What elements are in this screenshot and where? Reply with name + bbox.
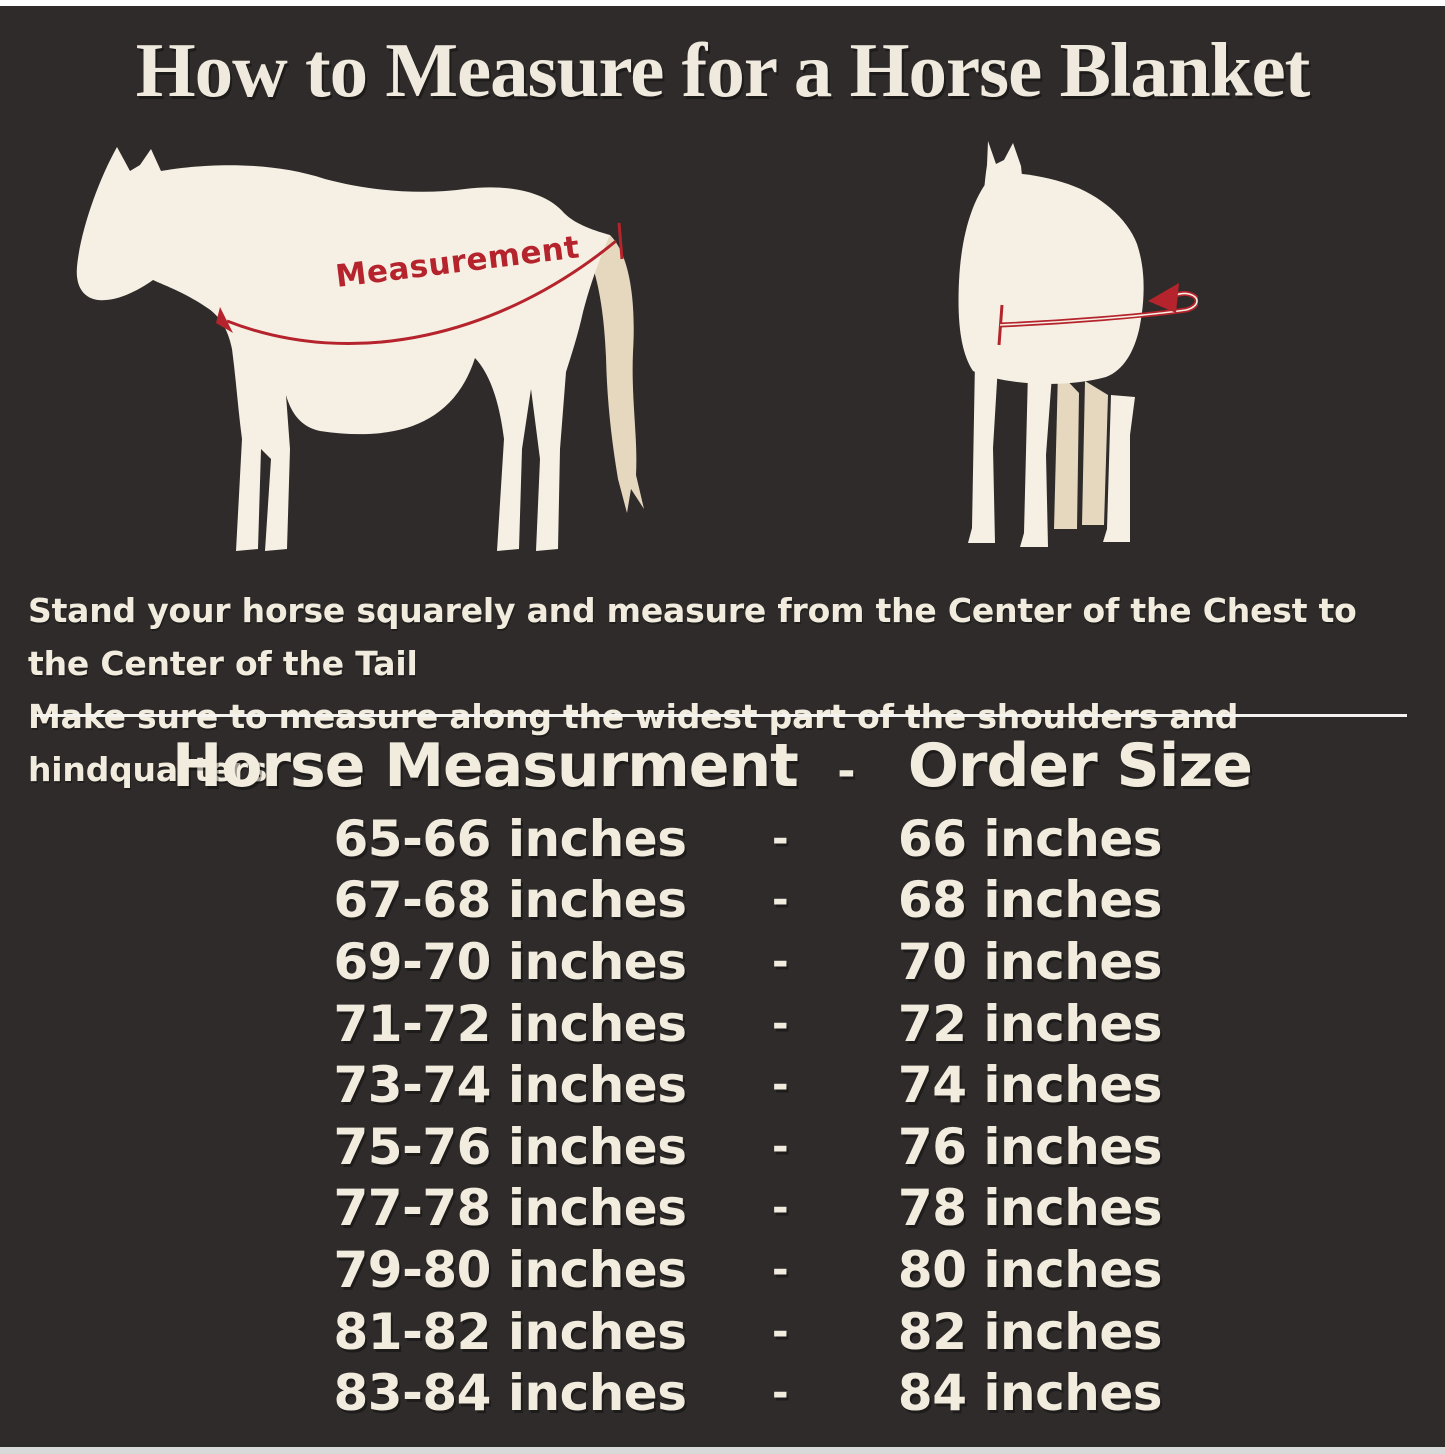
order-size-value: 80 inches <box>897 1240 1163 1299</box>
divider-line <box>35 714 1407 717</box>
order-size-value: 66 inches <box>897 809 1163 868</box>
separator-dash: - <box>771 1370 789 1417</box>
horse-measurement-value: 77-78 inches <box>333 1179 687 1238</box>
separator-dash: - <box>837 746 855 797</box>
front-measurement-line <box>997 283 1198 346</box>
horse-side-view-icon <box>76 147 644 551</box>
horse-measurement-value: 71-72 inches <box>333 994 687 1053</box>
separator-dash: - <box>771 1185 789 1232</box>
horse-measurement-value: 75-76 inches <box>333 1117 687 1176</box>
order-size-value: 74 inches <box>897 1056 1163 1115</box>
order-size-value: 68 inches <box>897 871 1163 930</box>
front-horse-leg <box>1103 395 1135 542</box>
order-size-value: 76 inches <box>897 1117 1163 1176</box>
separator-dash: - <box>771 1123 789 1170</box>
side-horse-body <box>76 147 610 551</box>
order-size-value: 70 inches <box>897 932 1163 991</box>
separator-dash: - <box>771 1308 789 1355</box>
header-order-size: Order Size <box>907 731 1253 801</box>
separator-dash: - <box>771 877 789 924</box>
size-table-row: 81-82 inches - 82 inches <box>280 1301 1240 1363</box>
top-border-strip <box>0 0 1445 6</box>
horse-measurement-value: 69-70 inches <box>333 932 687 991</box>
horse-measurement-value: 79-80 inches <box>333 1240 687 1299</box>
size-table-header: Horse Measurment - Order Size <box>0 731 1445 801</box>
order-size-value: 82 inches <box>897 1302 1163 1361</box>
separator-dash: - <box>771 1000 789 1047</box>
size-table-row: 73-74 inches - 74 inches <box>280 1054 1240 1116</box>
order-size-value: 84 inches <box>897 1364 1163 1423</box>
size-table-row: 79-80 inches - 80 inches <box>280 1239 1240 1301</box>
size-table-row: 67-68 inches - 68 inches <box>280 870 1240 932</box>
size-table-row: 71-72 inches - 72 inches <box>280 993 1240 1055</box>
front-horse-far-leg <box>1054 371 1079 529</box>
horse-measurement-value: 81-82 inches <box>333 1302 687 1361</box>
front-horse-leg <box>968 361 998 543</box>
order-size-value: 78 inches <box>897 1179 1163 1238</box>
front-horse-leg <box>1020 371 1052 547</box>
header-horse-measurement: Horse Measurment <box>172 731 799 801</box>
side-horse-tail <box>584 235 644 513</box>
instructions-line-1: Stand your horse squarely and measure fr… <box>28 591 1357 683</box>
horse-measurement-value: 83-84 inches <box>333 1364 687 1423</box>
page-title: How to Measure for a Horse Blanket <box>135 27 1311 113</box>
front-horse-head <box>982 141 1024 283</box>
size-table-row: 83-84 inches - 84 inches <box>280 1362 1240 1424</box>
size-table-row: 77-78 inches - 78 inches <box>280 1178 1240 1240</box>
size-table-body: 65-66 inches - 66 inches 67-68 inches - 68 in… <box>280 808 1240 1424</box>
side-horse-diagram: Measurement <box>70 137 670 577</box>
horse-measurement-value: 73-74 inches <box>333 1056 687 1115</box>
size-table-row: 69-70 inches - 70 inches <box>280 931 1240 993</box>
horse-measurement-value: 65-66 inches <box>333 809 687 868</box>
front-horse-far-leg <box>1082 381 1108 525</box>
horse-front-view-icon <box>958 141 1198 547</box>
front-horse-diagram <box>948 133 1198 573</box>
size-table-row: 65-66 inches - 66 inches <box>280 808 1240 870</box>
separator-dash: - <box>771 1246 789 1293</box>
bottom-border-strip <box>0 1447 1445 1454</box>
separator-dash: - <box>771 815 789 862</box>
order-size-value: 72 inches <box>897 994 1163 1053</box>
separator-dash: - <box>771 1062 789 1109</box>
side-measurement-line <box>216 222 624 345</box>
size-table-row: 75-76 inches - 76 inches <box>280 1116 1240 1178</box>
horse-measurement-value: 67-68 inches <box>333 871 687 930</box>
separator-dash: - <box>771 938 789 985</box>
